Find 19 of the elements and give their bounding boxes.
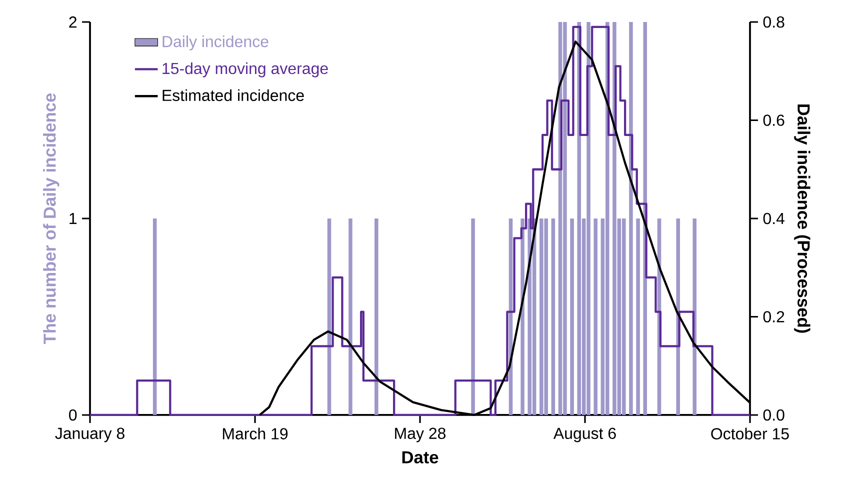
y-tick-label: 2 xyxy=(69,16,76,28)
y-tick-label: 1 xyxy=(70,213,77,224)
y2-tick-label: 0.8 xyxy=(763,16,784,28)
legend-label: Daily incidence xyxy=(162,35,268,50)
y-tick-label: 0 xyxy=(69,409,77,421)
x-tick-label: January 8 xyxy=(55,428,124,442)
y-axis-title: The number of Daily incidence xyxy=(43,93,60,344)
x-tick-label: May 28 xyxy=(395,428,446,442)
y2-tick-label: 0.4 xyxy=(763,212,784,224)
x-axis-title: Date xyxy=(402,451,438,464)
legend-label: 15-day moving average xyxy=(162,62,328,78)
y2-tick-label: 0.6 xyxy=(763,114,784,126)
x-tick-label: October 15 xyxy=(711,428,789,440)
legend-label: Estimated incidence xyxy=(162,89,304,102)
x-tick-label: March 19 xyxy=(222,428,288,440)
x-tick-label: August 6 xyxy=(553,428,616,442)
y2-axis-title: Daily incidence (Processed) xyxy=(794,104,810,333)
y2-tick-label: 0.0 xyxy=(763,409,784,421)
y2-tick-label: 0.2 xyxy=(763,311,784,322)
